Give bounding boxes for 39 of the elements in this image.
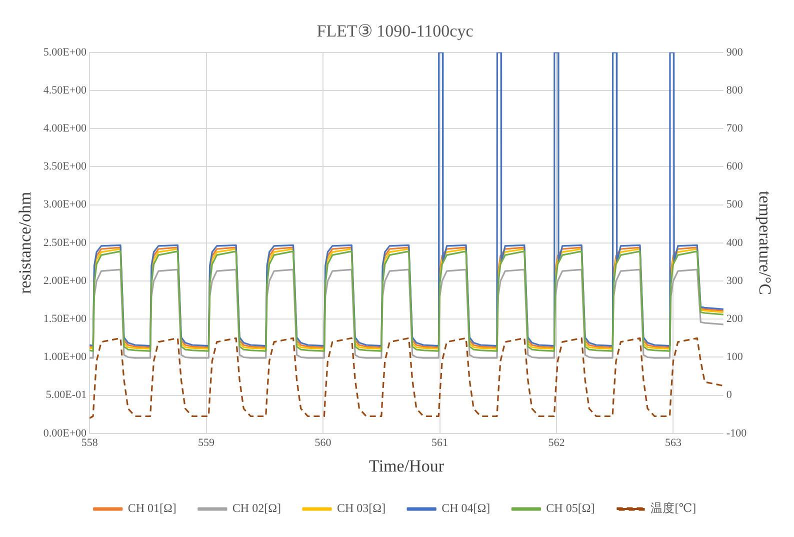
y-tick-label: 5.00E+00 (43, 46, 88, 58)
y-tick-label: 5.00E-01 (46, 389, 87, 402)
y-tick-label: 0.00E+00 (43, 427, 88, 440)
y-tick-label: 1.00E+00 (43, 351, 88, 364)
y2-axis-title: temperature/°C (755, 190, 774, 295)
legend-label: CH 01[Ω] (128, 501, 176, 516)
legend-label: CH 03[Ω] (337, 501, 386, 516)
y-tick-label: 2.00E+00 (43, 274, 88, 287)
y2-tick-label: 300 (726, 274, 744, 287)
x-tick-label: 562 (548, 436, 565, 449)
y2-tick-label: 500 (726, 198, 744, 211)
y2-tick-label: 700 (726, 122, 744, 134)
chart-title: FLET③ 1090-1100cyc (316, 22, 474, 41)
x-tick-label: 560 (314, 436, 332, 449)
legend-label: CH 02[Ω] (232, 501, 282, 516)
y2-tick-label: 800 (726, 84, 744, 96)
y-tick-label: 4.50E+00 (43, 84, 88, 96)
y2-tick-label: 100 (726, 351, 744, 364)
y2-tick-label: 0 (726, 389, 732, 402)
y2-tick-label: 400 (726, 236, 744, 249)
legend-label: CH 04[Ω] (442, 501, 490, 516)
y-tick-label: 2.50E+00 (43, 236, 88, 249)
y-tick-label: 3.00E+00 (43, 198, 88, 211)
x-tick-label: 563 (664, 436, 682, 449)
x-tick-label: 558 (81, 436, 98, 449)
y-axis-title: resistance/ohm (16, 192, 35, 294)
legend-label: 温度[℃] (650, 501, 696, 516)
y-tick-label: 3.50E+00 (43, 160, 88, 173)
y2-tick-label: 200 (726, 312, 744, 325)
y2-tick-label: 600 (726, 160, 744, 173)
line-series (90, 337, 724, 419)
x-tick-label: 561 (432, 436, 448, 449)
x-axis-title: Time/Hour (369, 456, 444, 476)
y2-tick-label: -100 (726, 427, 748, 440)
y-tick-label: 4.00E+00 (43, 122, 88, 134)
x-tick-label: 559 (198, 436, 216, 449)
y2-tick-label: 900 (726, 46, 744, 58)
y-tick-label: 1.50E+00 (43, 312, 88, 325)
legend-label: CH 05[Ω] (546, 501, 595, 516)
